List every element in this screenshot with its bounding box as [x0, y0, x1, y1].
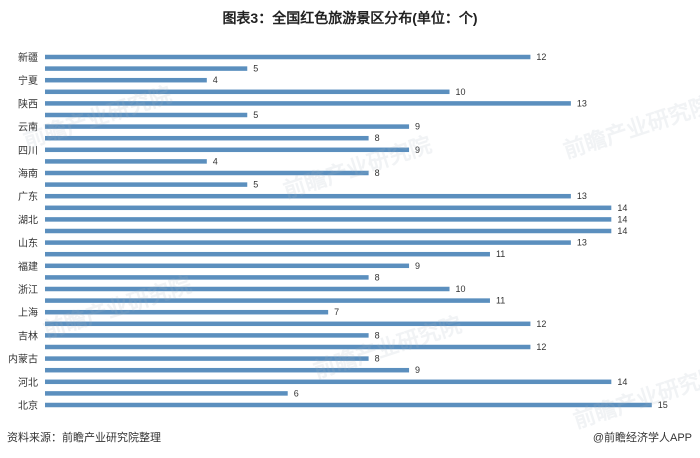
data-label: 8	[375, 330, 380, 340]
bar	[45, 147, 410, 153]
source-note: 资料来源：前瞻产业研究院整理	[7, 432, 161, 444]
bar	[45, 170, 369, 176]
bar	[45, 402, 652, 408]
bar	[45, 182, 248, 187]
data-label: 11	[496, 249, 505, 259]
data-label: 14	[617, 214, 627, 224]
category-label: 吉林	[18, 329, 38, 342]
bar	[45, 286, 450, 292]
bar	[45, 124, 410, 129]
data-label: 15	[658, 400, 668, 410]
data-label: 14	[617, 377, 627, 387]
bar	[45, 193, 571, 199]
bar	[45, 251, 490, 257]
bar	[45, 240, 571, 245]
bar	[45, 344, 531, 350]
data-label: 14	[617, 226, 627, 236]
bar	[45, 356, 369, 361]
bar	[45, 77, 207, 83]
category-label: 新疆	[18, 51, 38, 64]
category-label: 内蒙古	[8, 353, 38, 366]
bar	[45, 54, 531, 60]
bar	[45, 135, 369, 141]
data-label: 11	[496, 296, 505, 306]
brand-credit: @前瞻经济学人APP	[592, 432, 692, 444]
bar	[45, 89, 450, 95]
data-label: 8	[375, 354, 380, 364]
data-label: 8	[375, 272, 380, 282]
bar	[45, 228, 612, 234]
bar	[45, 367, 410, 373]
data-label: 4	[213, 156, 218, 166]
data-label: 6	[294, 388, 299, 398]
data-label: 9	[415, 145, 420, 155]
category-label: 浙江	[18, 284, 38, 296]
category-label: 陕西	[18, 97, 38, 110]
bar	[45, 309, 329, 315]
data-label: 9	[415, 122, 420, 132]
category-label: 山东	[18, 237, 38, 250]
category-label: 宁夏	[18, 74, 38, 87]
category-label: 湖北	[18, 214, 38, 226]
bar	[45, 391, 288, 396]
data-label: 8	[375, 168, 380, 178]
category-label: 海南	[18, 167, 38, 180]
data-label: 10	[456, 284, 466, 294]
category-label: 上海	[18, 306, 38, 319]
bar	[45, 263, 410, 269]
bar	[45, 101, 571, 106]
category-label: 四川	[18, 146, 38, 157]
bar	[45, 321, 531, 327]
data-label: 8	[375, 133, 380, 143]
data-label: 5	[253, 64, 258, 74]
bar	[45, 217, 612, 222]
data-label: 13	[577, 191, 587, 201]
data-label: 12	[536, 52, 546, 62]
category-label: 云南	[18, 121, 38, 134]
category-label: 福建	[18, 260, 38, 273]
bar	[45, 159, 207, 164]
category-label: 河北	[18, 377, 38, 389]
bar	[45, 379, 612, 385]
data-label: 9	[415, 365, 420, 375]
data-label: 9	[415, 261, 420, 271]
data-label: 5	[253, 110, 258, 120]
data-label: 7	[334, 307, 339, 317]
category-label: 北京	[18, 399, 38, 412]
data-label: 4	[213, 75, 218, 85]
data-label: 10	[456, 87, 466, 97]
data-label: 12	[536, 342, 546, 352]
data-label: 13	[577, 98, 587, 108]
bar	[45, 333, 369, 338]
bar	[45, 66, 248, 71]
bar	[45, 275, 369, 280]
data-label: 13	[577, 238, 587, 248]
bar	[45, 298, 490, 303]
bar	[45, 112, 248, 118]
data-label: 12	[536, 319, 546, 329]
data-label: 5	[253, 180, 258, 190]
bar	[45, 205, 612, 211]
chart-title: 图表3：全国红色旅游景区分布(单位：个)	[222, 10, 478, 26]
data-label: 14	[617, 203, 627, 213]
category-label: 广东	[18, 190, 38, 203]
